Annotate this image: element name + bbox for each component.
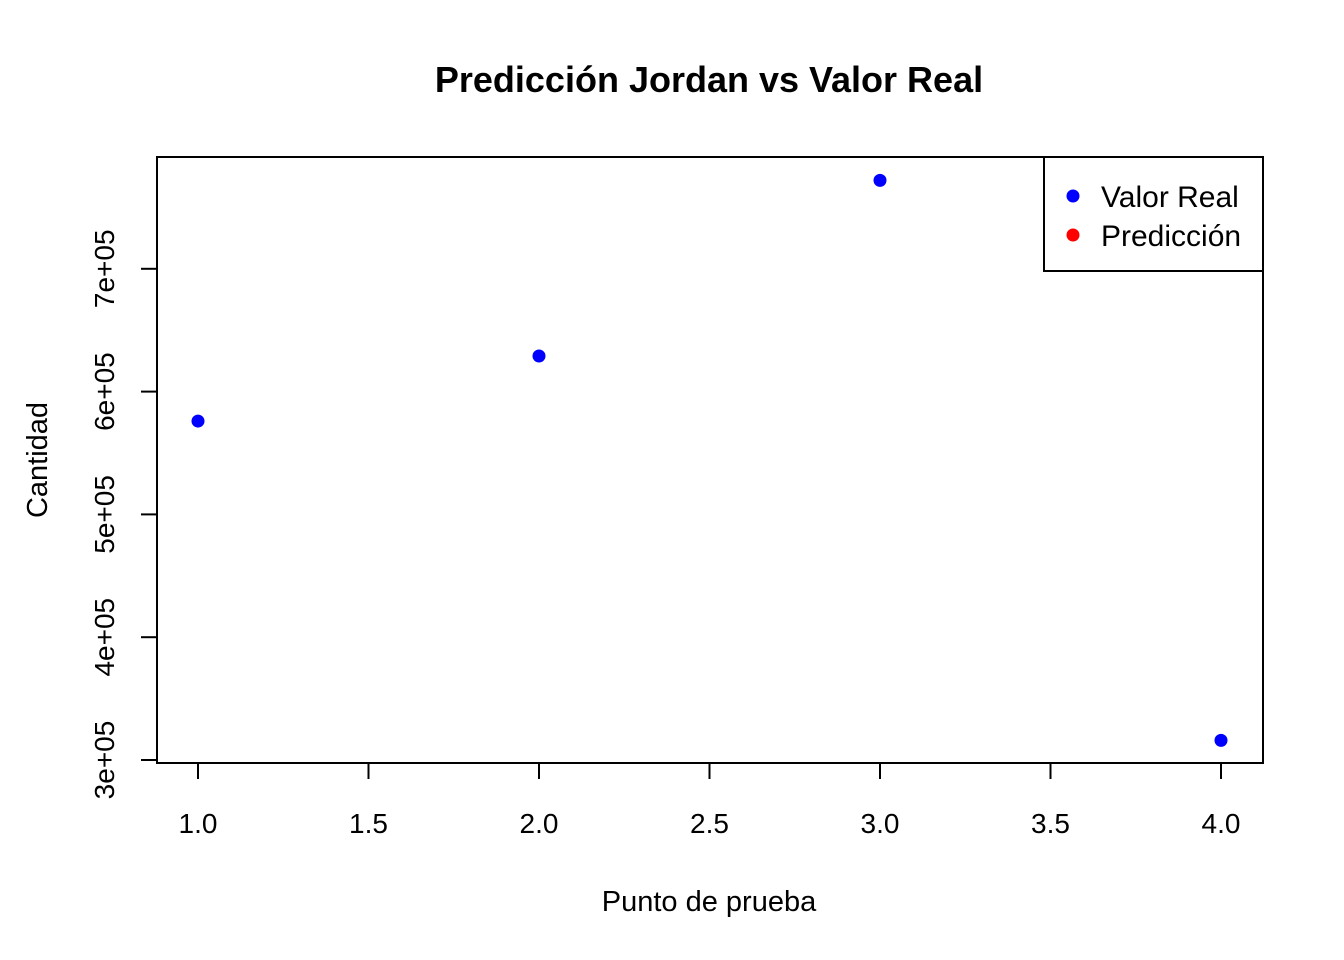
- y-tick-label: 7e+05: [89, 229, 120, 308]
- data-point: [532, 349, 546, 363]
- x-tick-label: 4.0: [1202, 808, 1241, 839]
- legend: Valor Real Predicción: [1043, 156, 1264, 272]
- data-point: [1214, 733, 1228, 747]
- x-tick-label: 2.5: [690, 808, 729, 839]
- chart-title: Predicción Jordan vs Valor Real: [435, 59, 983, 100]
- legend-label-prediccion: Predicción: [1101, 220, 1241, 253]
- x-tick-label: 1.0: [179, 808, 218, 839]
- legend-marker-valor-real: [1066, 189, 1080, 203]
- y-axis: 3e+05 4e+05 5e+05 6e+05 7e+05: [89, 229, 158, 800]
- data-points: [191, 173, 1228, 747]
- y-tick-label: 5e+05: [89, 475, 120, 554]
- data-point: [873, 173, 887, 187]
- x-axis-label: Punto de prueba: [602, 886, 817, 918]
- legend-label-valor-real: Valor Real: [1101, 181, 1239, 214]
- y-tick-label: 4e+05: [89, 598, 120, 677]
- y-tick-label: 3e+05: [89, 721, 120, 800]
- y-tick-label: 6e+05: [89, 352, 120, 431]
- x-tick-label: 3.0: [861, 808, 900, 839]
- x-tick-label: 3.5: [1031, 808, 1070, 839]
- x-tick-label: 2.0: [520, 808, 559, 839]
- data-point: [191, 414, 205, 428]
- y-axis-label: Cantidad: [22, 402, 54, 518]
- x-axis: 1.0 1.5 2.0 2.5 3.0 3.5 4.0: [179, 762, 1241, 839]
- x-tick-label: 1.5: [349, 808, 388, 839]
- legend-marker-prediccion: [1066, 228, 1080, 242]
- legend-box: [1043, 156, 1264, 272]
